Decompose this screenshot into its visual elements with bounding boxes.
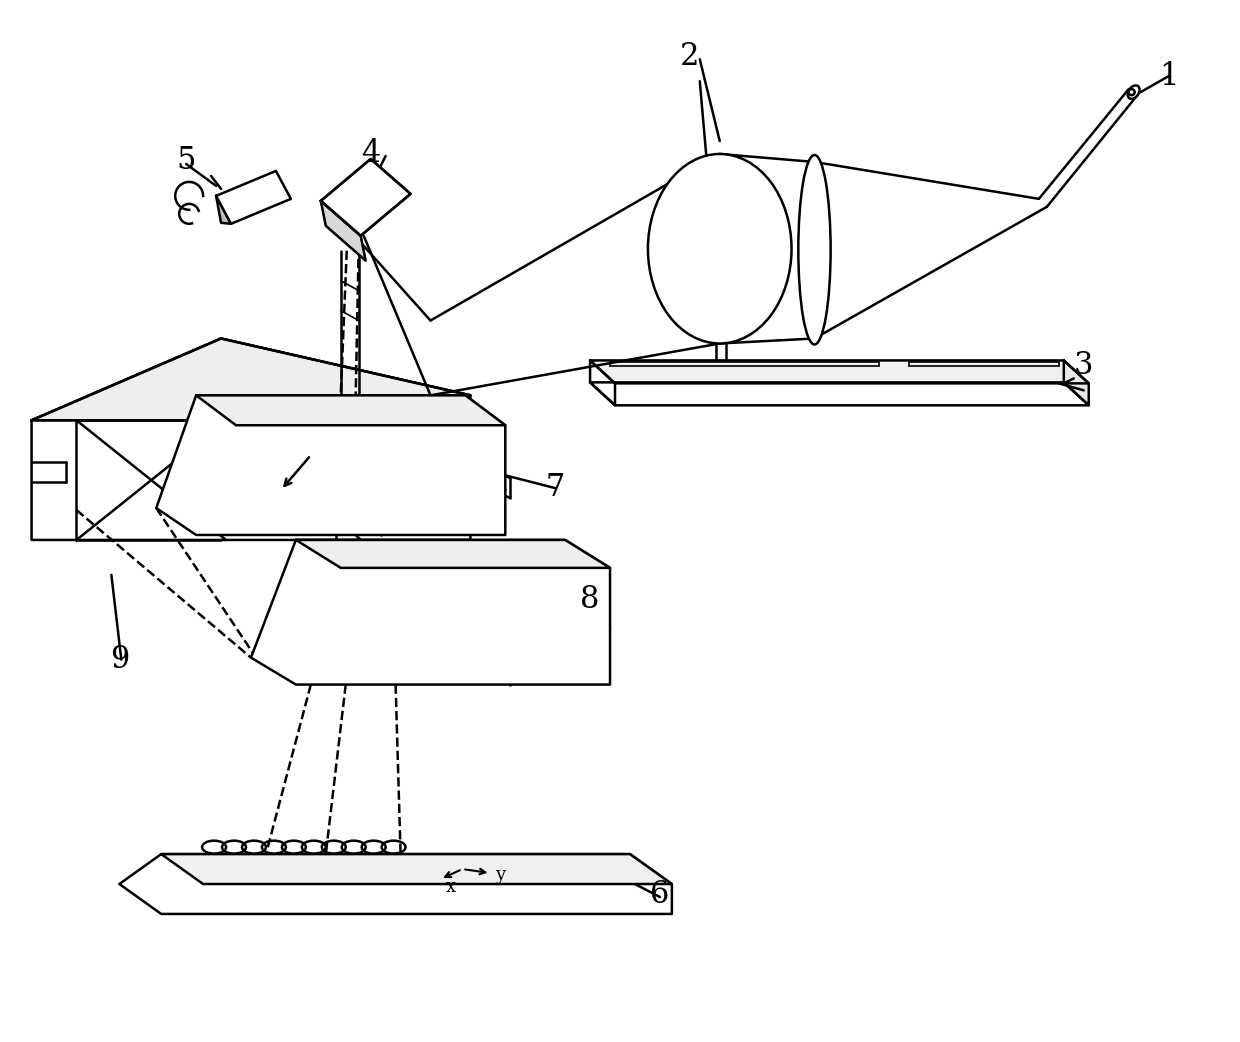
Polygon shape — [250, 540, 610, 685]
Text: 8: 8 — [580, 585, 600, 615]
Text: y: y — [495, 866, 506, 884]
Polygon shape — [161, 854, 672, 884]
Polygon shape — [590, 382, 1089, 405]
Text: x: x — [445, 878, 455, 896]
Polygon shape — [590, 361, 615, 405]
Polygon shape — [216, 196, 231, 224]
Polygon shape — [196, 395, 506, 425]
Polygon shape — [590, 361, 1089, 383]
Text: 9: 9 — [109, 644, 129, 675]
Polygon shape — [31, 339, 470, 540]
Polygon shape — [1064, 361, 1089, 405]
Text: 6: 6 — [650, 878, 670, 910]
Polygon shape — [31, 339, 470, 420]
Ellipse shape — [1128, 90, 1135, 95]
Text: 1: 1 — [1159, 60, 1178, 92]
Polygon shape — [296, 540, 610, 568]
Ellipse shape — [1127, 85, 1140, 99]
Polygon shape — [216, 171, 291, 224]
Text: 5: 5 — [176, 146, 196, 176]
Text: 3: 3 — [1074, 350, 1094, 381]
Text: 2: 2 — [680, 41, 699, 72]
Text: 4: 4 — [361, 139, 381, 170]
Text: 7: 7 — [546, 472, 565, 502]
Polygon shape — [156, 395, 506, 535]
Polygon shape — [119, 854, 672, 914]
Polygon shape — [321, 159, 410, 235]
Ellipse shape — [799, 155, 831, 345]
Polygon shape — [321, 201, 366, 260]
Ellipse shape — [649, 154, 791, 344]
